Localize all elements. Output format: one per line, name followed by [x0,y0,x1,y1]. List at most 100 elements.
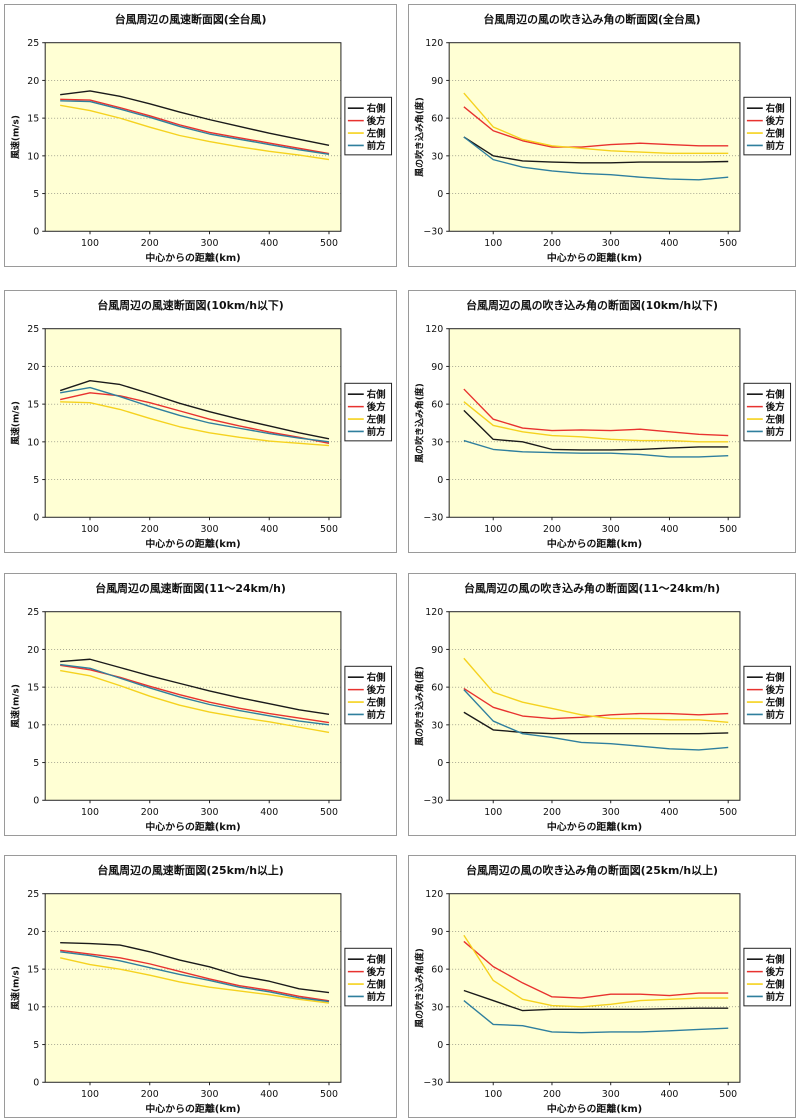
chart-title: 台風周辺の風の吹き込み角の断面図(11〜24km/h) [464,581,720,595]
x-tick-label: 100 [484,1089,502,1100]
legend-label-right: 右側 [765,103,785,115]
x-tick-label: 400 [260,238,278,249]
legend-label-right: 右側 [366,954,386,966]
series-line-left [60,669,330,734]
legend-label-rear: 後方 [766,966,785,978]
x-tick-label: 200 [141,524,159,535]
series-line-right [463,136,729,164]
y-tick-label: 15 [27,114,39,125]
series-line-right [463,989,729,1012]
x-axis-label: 中心からの距離(km) [145,1102,240,1115]
x-tick-label: 400 [260,1089,278,1100]
series-line-left [463,92,729,155]
y-axis-label: 風速(m/s) [9,401,21,445]
x-tick-label: 500 [719,1089,737,1100]
plot-area [44,611,342,801]
y-axis-label: 風の吹き込み角(度) [413,666,425,746]
y-tick-label: 15 [27,683,39,694]
series-line-front [463,1000,729,1034]
y-tick-label: 5 [33,758,39,769]
series-line-left [60,104,330,161]
chart-panel-wind-speed-fast: 台風周辺の風速断面図(25km/h以上) 0 5 10 15 20 25 100 200 300 4… [4,855,397,1118]
series-line-front [60,663,330,726]
y-tick-label: 20 [27,645,39,656]
legend-label-rear: 後方 [367,966,386,978]
y-tick-label: −30 [423,1078,443,1089]
x-tick-label: 300 [201,524,219,535]
series-line-rear [463,940,729,999]
chart-svg: 台風周辺の風速断面図(10km/h以下) 0 5 10 15 20 25 100 200 300 4… [9,298,393,550]
plot-area [448,893,741,1083]
y-tick-label: 15 [27,400,39,411]
legend-label-rear: 後方 [766,115,785,127]
y-axis-label: 風の吹き込み角(度) [413,97,425,177]
y-tick-label: 60 [431,400,443,411]
y-tick-label: 10 [27,720,39,731]
x-tick-label: 300 [602,807,620,818]
y-tick-label: −30 [423,513,443,524]
legend-label-left: 左側 [765,978,785,990]
chart-svg: 台風周辺の風の吹き込み角の断面図(全台風) −30 0 30 60 90 120 100 200… [413,12,792,264]
legend-label-left: 左側 [366,978,386,990]
y-tick-label: 30 [431,1002,443,1013]
y-tick-label: 15 [27,965,39,976]
x-tick-label: 500 [719,524,737,535]
x-tick-label: 200 [543,1089,561,1100]
y-tick-label: 90 [431,76,443,87]
plot-area [44,42,342,232]
x-axis-label: 中心からの距離(km) [145,820,240,833]
x-tick-label: 500 [320,1089,338,1100]
plot-area [448,328,741,518]
x-tick-label: 500 [719,238,737,249]
chart-title: 台風周辺の風速断面図(10km/h以下) [97,298,283,312]
y-axis-label: 風の吹き込み角(度) [413,948,425,1028]
chart-title: 台風周辺の風の吹き込み角の断面図(25km/h以上) [466,863,718,877]
x-tick-label: 400 [660,807,678,818]
x-tick-label: 200 [543,807,561,818]
plot-area [44,893,342,1083]
y-tick-label: 90 [431,362,443,373]
y-tick-label: 30 [431,720,443,731]
x-tick-label: 500 [320,524,338,535]
series-line-right [463,711,729,735]
plot-area [448,611,741,801]
chart-svg: 台風周辺の風の吹き込み角の断面図(11〜24km/h) −30 0 30 60 90 120… [413,581,792,833]
y-tick-label: 0 [33,1078,39,1089]
legend-label-rear: 後方 [367,401,386,413]
legend-label-left: 左側 [366,696,386,708]
x-tick-label: 200 [141,238,159,249]
y-tick-label: 25 [27,889,39,900]
y-axis-label: 風速(m/s) [9,966,21,1010]
series-line-rear [60,392,330,445]
x-tick-label: 100 [81,524,99,535]
x-tick-label: 400 [260,524,278,535]
y-tick-label: 25 [27,607,39,618]
y-tick-label: 0 [437,189,443,200]
series-line-left [463,934,729,1008]
y-tick-label: 5 [33,189,39,200]
x-tick-label: 400 [260,807,278,818]
chart-panel-inflow-angle-medium: 台風周辺の風の吹き込み角の断面図(11〜24km/h) −30 0 30 60 90 120… [408,573,796,836]
y-tick-label: 0 [437,475,443,486]
x-axis-label: 中心からの距離(km) [145,537,240,550]
x-tick-label: 200 [141,807,159,818]
y-tick-label: −30 [423,796,443,807]
chart-title: 台風周辺の風の吹き込み角の断面図(10km/h以下) [466,298,718,312]
series-line-front [60,100,330,156]
x-tick-label: 500 [320,807,338,818]
y-tick-label: 25 [27,324,39,335]
chart-panel-wind-speed-medium: 台風周辺の風速断面図(11〜24km/h) 0 5 10 15 20 25 100 200 300… [4,573,397,836]
x-tick-label: 400 [660,238,678,249]
x-tick-label: 400 [660,524,678,535]
x-tick-label: 100 [484,238,502,249]
y-tick-label: 120 [425,324,443,335]
y-tick-label: 120 [425,607,443,618]
legend-label-front: 前方 [766,140,785,152]
legend-label-left: 左側 [765,127,785,139]
y-tick-label: 60 [431,683,443,694]
legend-label-rear: 後方 [367,684,386,696]
y-tick-label: 10 [27,151,39,162]
legend-label-front: 前方 [766,991,785,1003]
x-axis-label: 中心からの距離(km) [547,537,642,550]
y-axis-label: 風速(m/s) [9,115,21,159]
